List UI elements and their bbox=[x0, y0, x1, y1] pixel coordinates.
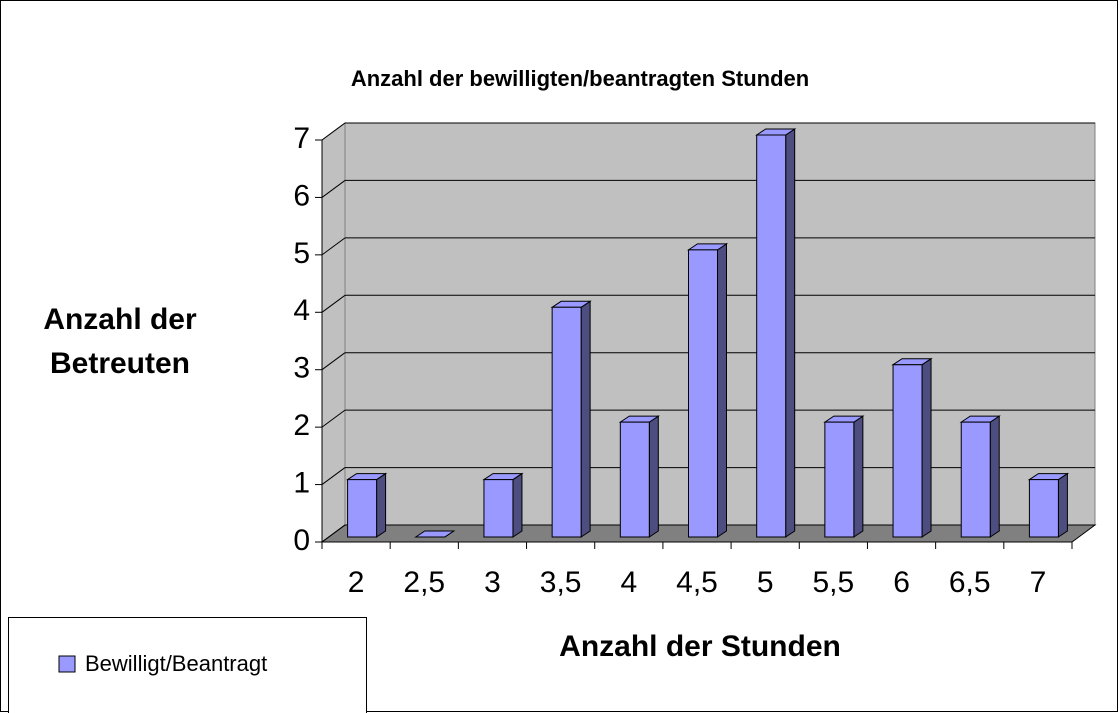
x-tick-label: 6,5 bbox=[949, 566, 991, 599]
bar bbox=[755, 128, 797, 538]
y-tick-label: 1 bbox=[293, 466, 310, 499]
bar bbox=[823, 415, 865, 538]
y-tick-label: 7 bbox=[293, 122, 310, 155]
bar-front bbox=[688, 249, 718, 538]
legend-swatch bbox=[58, 655, 76, 673]
y-tick-label: 3 bbox=[293, 352, 310, 385]
bar-side bbox=[989, 415, 1000, 538]
bar bbox=[1027, 472, 1070, 538]
y-tick-label: 6 bbox=[293, 179, 310, 212]
grid-line bbox=[321, 180, 346, 198]
bar bbox=[345, 472, 388, 538]
bar-side bbox=[785, 128, 796, 538]
grid-line bbox=[321, 467, 346, 485]
grid-line bbox=[321, 409, 346, 428]
legend bbox=[8, 617, 367, 713]
x-tick-label: 3 bbox=[484, 566, 501, 599]
x-tick-label: 5 bbox=[757, 566, 774, 599]
x-axis-label: Anzahl der Stunden bbox=[559, 630, 841, 663]
grid-line bbox=[321, 352, 346, 371]
bar-front bbox=[960, 421, 991, 538]
bar-front bbox=[824, 421, 855, 538]
bar bbox=[550, 300, 592, 538]
bar bbox=[482, 472, 524, 538]
bar-front bbox=[347, 479, 378, 538]
x-tick-label: 4 bbox=[620, 566, 637, 599]
bar-front bbox=[483, 479, 514, 538]
x-tick-label: 2,5 bbox=[403, 566, 445, 599]
x-tick-label: 4,5 bbox=[676, 566, 718, 599]
bar-side bbox=[512, 472, 523, 538]
y-tick-label: 0 bbox=[293, 524, 310, 557]
bar-front bbox=[756, 134, 787, 538]
x-tick-label: 6 bbox=[893, 566, 910, 599]
bar-side bbox=[921, 357, 932, 538]
x-tick-label: 5,5 bbox=[813, 566, 855, 599]
bar-side bbox=[1057, 472, 1068, 538]
bar bbox=[618, 415, 660, 538]
bar-front bbox=[892, 364, 923, 538]
bar-front bbox=[551, 306, 582, 538]
grid-line bbox=[321, 294, 346, 313]
bar-front bbox=[619, 421, 650, 538]
bar bbox=[959, 415, 1001, 538]
y-axis-label: Anzahl der Betreuten bbox=[43, 303, 197, 380]
legend-label: Bewilligt/Beantragt bbox=[85, 651, 267, 676]
y-tick-label: 2 bbox=[293, 409, 310, 442]
bar bbox=[686, 242, 729, 538]
bar-front bbox=[1028, 479, 1059, 538]
bar-side bbox=[648, 415, 659, 538]
x-tick-label: 2 bbox=[348, 566, 365, 599]
bar-side bbox=[376, 472, 387, 538]
grid-line bbox=[321, 524, 346, 543]
chart-title: Anzahl der bewilligten/beantragten Stund… bbox=[351, 66, 809, 91]
y-tick-label: 4 bbox=[293, 294, 310, 327]
bar bbox=[891, 357, 933, 538]
y-tick-label: 5 bbox=[293, 237, 310, 270]
x-tick-label: 7 bbox=[1030, 566, 1047, 599]
x-tick-label: 3,5 bbox=[540, 566, 582, 599]
bar-side bbox=[717, 242, 727, 538]
bar bbox=[414, 530, 456, 538]
bar-side bbox=[853, 415, 864, 538]
grid-line bbox=[321, 237, 346, 256]
bar-side bbox=[580, 300, 591, 538]
grid-line bbox=[321, 122, 346, 141]
side-wall bbox=[321, 122, 346, 543]
